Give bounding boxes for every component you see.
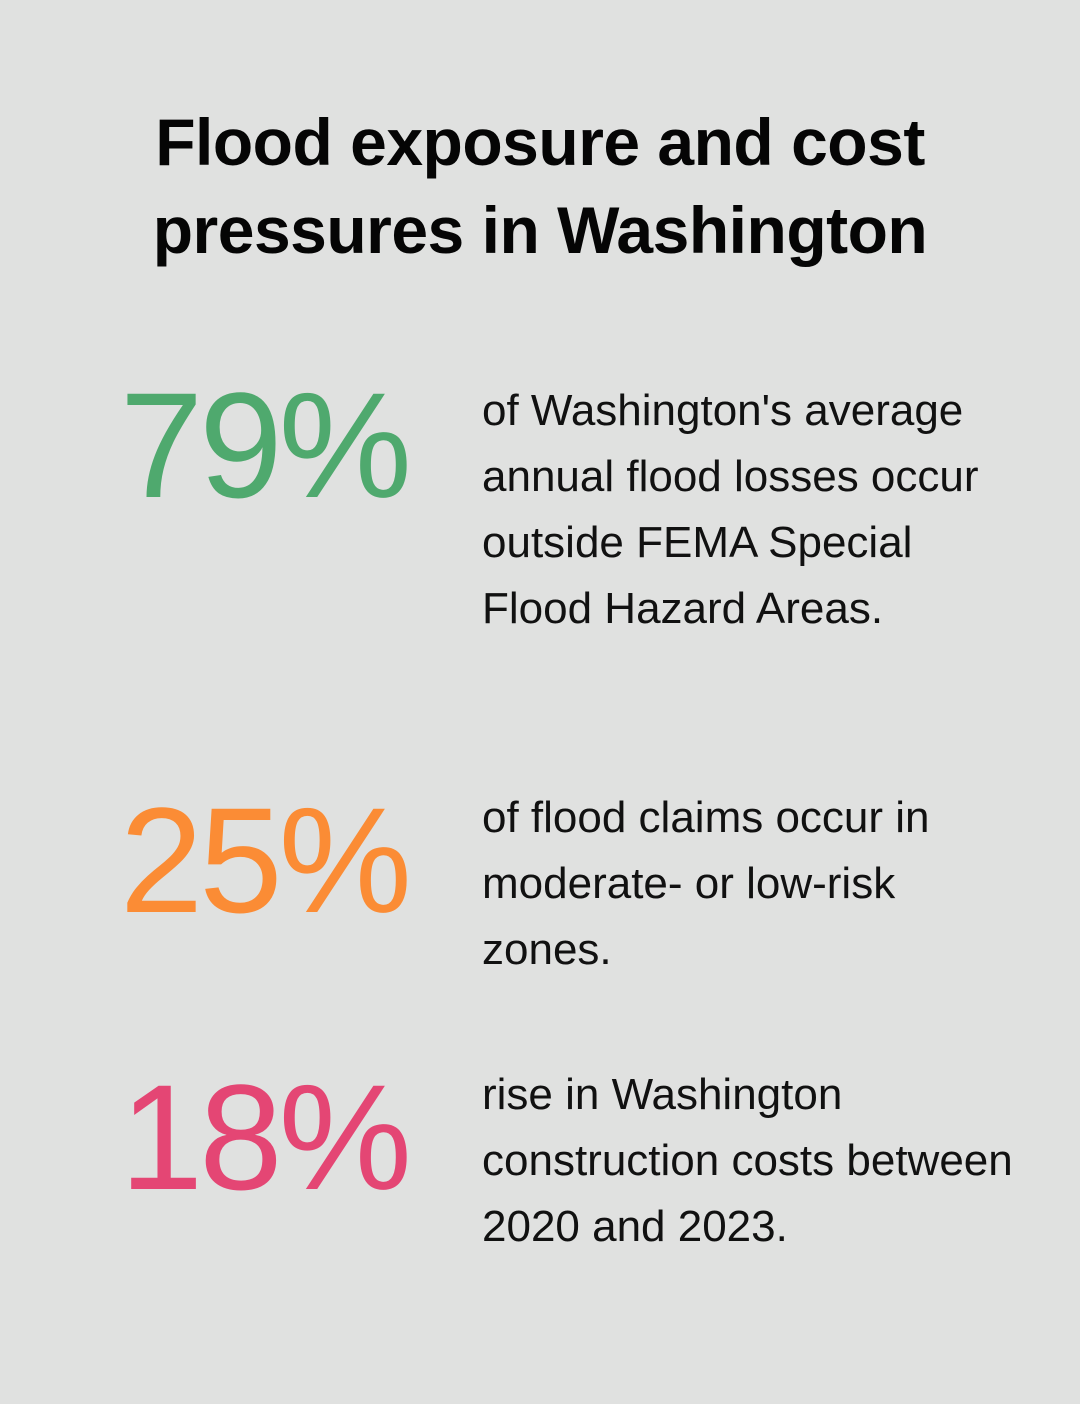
stat-value: 79% (119, 361, 412, 529)
page-title: Flood exposure and cost pressures in Was… (152, 105, 928, 267)
stat-value: 18% (119, 1053, 412, 1221)
stat-description: of flood claims occur in moderate- or lo… (482, 793, 930, 974)
stat-value: 25% (119, 776, 412, 944)
stat-description: rise in Washington construction costs be… (482, 1070, 1013, 1251)
stat-description: of Washington's average annual flood los… (482, 386, 979, 633)
